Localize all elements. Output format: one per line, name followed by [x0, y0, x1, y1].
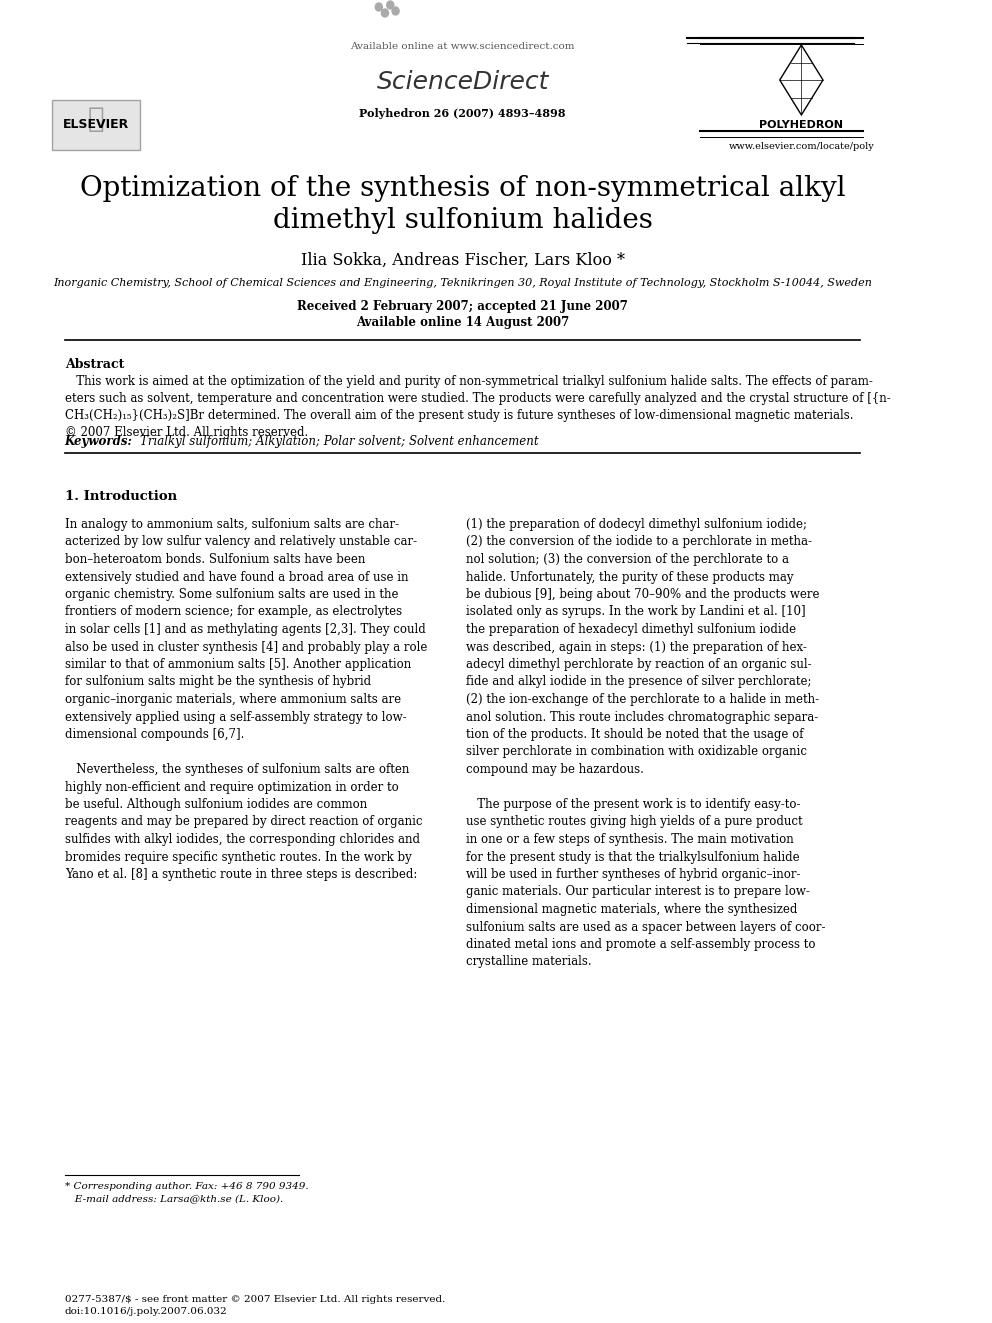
Text: POLYHEDRON: POLYHEDRON [759, 120, 843, 130]
Text: www.elsevier.com/locate/poly: www.elsevier.com/locate/poly [728, 142, 874, 151]
Text: * Corresponding author. Fax: +46 8 790 9349.
   E-mail address: Larsa@kth.se (L.: * Corresponding author. Fax: +46 8 790 9… [64, 1181, 309, 1203]
Text: 🌿: 🌿 [87, 105, 104, 134]
Text: ELSEVIER: ELSEVIER [62, 118, 129, 131]
Text: Abstract: Abstract [64, 359, 124, 370]
Text: Optimization of the synthesis of non-symmetrical alkyl: Optimization of the synthesis of non-sym… [79, 175, 845, 202]
Text: Polyhedron 26 (2007) 4893–4898: Polyhedron 26 (2007) 4893–4898 [359, 108, 565, 119]
Text: This work is aimed at the optimization of the yield and purity of non-symmetrica: This work is aimed at the optimization o… [64, 374, 891, 439]
Circle shape [387, 1, 394, 9]
Text: Keywords:: Keywords: [64, 435, 133, 448]
Circle shape [392, 7, 399, 15]
Text: 1. Introduction: 1. Introduction [64, 490, 177, 503]
Text: dimethyl sulfonium halides: dimethyl sulfonium halides [273, 206, 653, 234]
Circle shape [382, 9, 389, 17]
Text: Inorganic Chemistry, School of Chemical Sciences and Engineering, Teknikringen 3: Inorganic Chemistry, School of Chemical … [54, 278, 872, 288]
Text: Trialkyl sulfonium; Alkylation; Polar solvent; Solvent enhancement: Trialkyl sulfonium; Alkylation; Polar so… [140, 435, 539, 448]
Circle shape [375, 3, 382, 11]
Text: Available online 14 August 2007: Available online 14 August 2007 [356, 316, 569, 329]
Text: 0277-5387/$ - see front matter © 2007 Elsevier Ltd. All rights reserved.
doi:10.: 0277-5387/$ - see front matter © 2007 El… [64, 1295, 445, 1316]
Text: Ilia Sokka, Andreas Fischer, Lars Kloo *: Ilia Sokka, Andreas Fischer, Lars Kloo * [301, 251, 625, 269]
FancyBboxPatch shape [52, 101, 140, 149]
Text: In analogy to ammonium salts, sulfonium salts are char-
acterized by low sulfur : In analogy to ammonium salts, sulfonium … [64, 519, 428, 881]
Text: (1) the preparation of dodecyl dimethyl sulfonium iodide;
(2) the conversion of : (1) the preparation of dodecyl dimethyl … [466, 519, 825, 968]
Text: Received 2 February 2007; accepted 21 June 2007: Received 2 February 2007; accepted 21 Ju… [298, 300, 628, 314]
Text: Available online at www.sciencedirect.com: Available online at www.sciencedirect.co… [350, 42, 574, 52]
Text: ScienceDirect: ScienceDirect [376, 70, 549, 94]
